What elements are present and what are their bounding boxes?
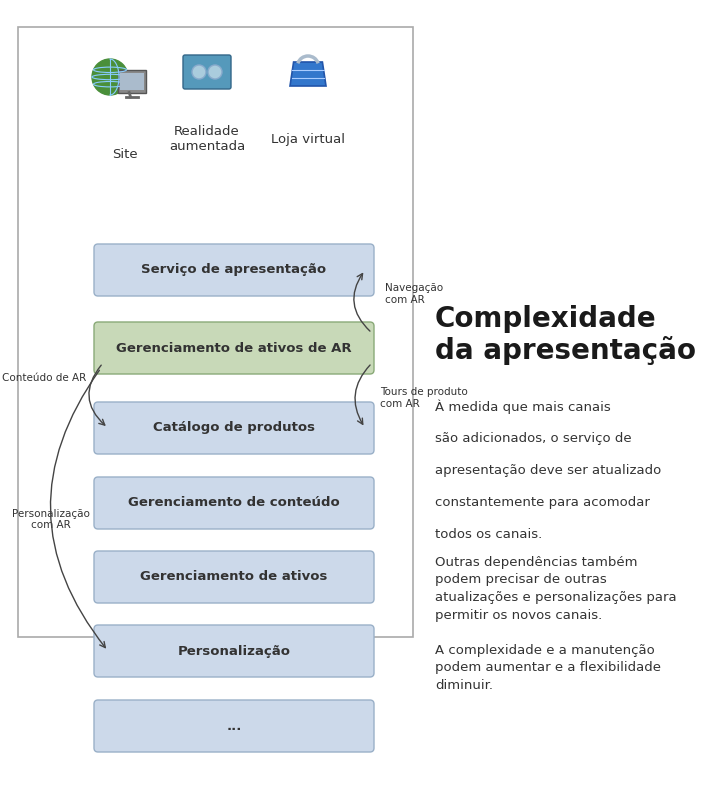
Text: Catálogo de produtos: Catálogo de produtos bbox=[153, 421, 315, 435]
Text: Site: Site bbox=[112, 148, 137, 161]
Text: todos os canais.: todos os canais. bbox=[435, 528, 542, 541]
Bar bbox=[18, 27, 413, 637]
FancyBboxPatch shape bbox=[94, 402, 374, 454]
Text: Loja virtual: Loja virtual bbox=[271, 133, 345, 146]
Text: Serviço de apresentação: Serviço de apresentação bbox=[142, 264, 326, 276]
Circle shape bbox=[208, 65, 222, 79]
Text: Outras dependências também
podem precisar de outras
atualizações e personalizaçõ: Outras dependências também podem precisa… bbox=[435, 556, 677, 622]
Text: Personalização
com AR: Personalização com AR bbox=[12, 508, 90, 531]
Text: A complexidade e a manutenção
podem aumentar e a flexibilidade
diminuir.: A complexidade e a manutenção podem aume… bbox=[435, 644, 661, 692]
Circle shape bbox=[92, 59, 128, 95]
Text: são adicionados, o serviço de: são adicionados, o serviço de bbox=[435, 432, 632, 445]
Text: Complexidade
da apresentação: Complexidade da apresentação bbox=[435, 305, 696, 365]
Text: Realidade
aumentada: Realidade aumentada bbox=[169, 125, 245, 153]
FancyBboxPatch shape bbox=[94, 700, 374, 752]
Polygon shape bbox=[290, 62, 326, 86]
Text: Conteúdo de AR: Conteúdo de AR bbox=[1, 373, 86, 383]
FancyBboxPatch shape bbox=[121, 73, 144, 90]
Text: Personalização: Personalização bbox=[178, 645, 290, 657]
Text: Gerenciamento de conteúdo: Gerenciamento de conteúdo bbox=[128, 497, 340, 509]
Circle shape bbox=[192, 65, 206, 79]
Text: ...: ... bbox=[226, 719, 242, 733]
FancyBboxPatch shape bbox=[94, 625, 374, 677]
Text: constantemente para acomodar: constantemente para acomodar bbox=[435, 496, 650, 509]
Text: Navegação
com AR: Navegação com AR bbox=[385, 284, 443, 305]
FancyBboxPatch shape bbox=[183, 55, 231, 89]
Text: À medida que mais canais: À medida que mais canais bbox=[435, 400, 611, 414]
FancyBboxPatch shape bbox=[94, 477, 374, 529]
FancyBboxPatch shape bbox=[94, 244, 374, 296]
FancyBboxPatch shape bbox=[118, 70, 146, 93]
FancyBboxPatch shape bbox=[94, 322, 374, 374]
Text: apresentação deve ser atualizado: apresentação deve ser atualizado bbox=[435, 464, 661, 477]
Text: Gerenciamento de ativos: Gerenciamento de ativos bbox=[140, 570, 328, 584]
Text: Gerenciamento de ativos de AR: Gerenciamento de ativos de AR bbox=[116, 341, 352, 355]
FancyBboxPatch shape bbox=[94, 551, 374, 603]
Text: Tours de produto
com AR: Tours de produto com AR bbox=[380, 387, 467, 409]
